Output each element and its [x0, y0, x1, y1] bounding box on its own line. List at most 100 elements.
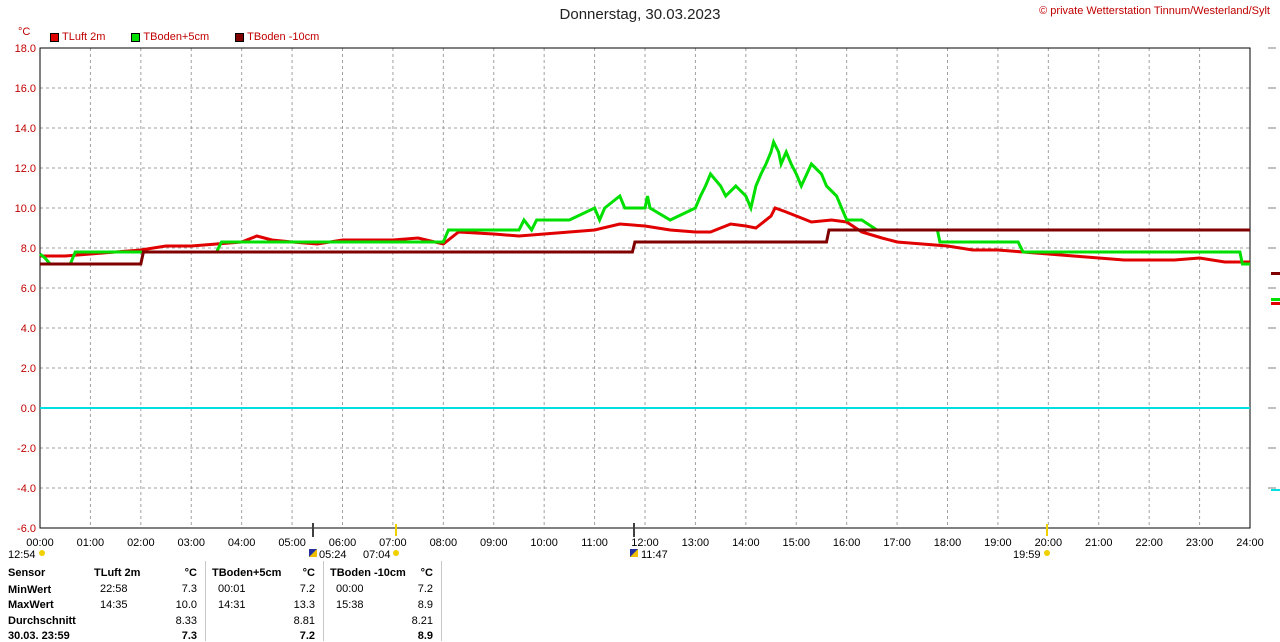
current-value-marker — [1271, 272, 1280, 275]
x-tick-label: 05:00 — [278, 537, 306, 549]
y-tick-label: 4.0 — [21, 323, 36, 335]
sun-time-label: 19:59 — [1013, 549, 1041, 561]
legend-item-tboden10: TBoden -10cm — [235, 31, 319, 43]
legend: TLuft 2m TBoden+5cm TBoden -10cm — [50, 31, 319, 43]
sun-dot-marker — [393, 550, 399, 556]
x-tick-label: 24:00 — [1236, 537, 1264, 549]
stats-tluft-avg: 8.33 — [175, 615, 197, 627]
zero-marker — [1271, 489, 1280, 491]
x-tick-label: 21:00 — [1085, 537, 1113, 549]
stats-tboden10-max-time: 15:38 — [336, 599, 364, 611]
y-tick-label: 6.0 — [21, 283, 36, 295]
stats-tboden10-current: 8.9 — [417, 630, 433, 642]
stats-tluft-min: 7.3 — [181, 583, 197, 595]
y-tick-label: 2.0 — [21, 363, 36, 375]
y-axis-unit: °C — [18, 26, 31, 38]
stats-tboden5-min-time: 00:01 — [218, 583, 246, 595]
legend-item-tluft: TLuft 2m — [50, 31, 105, 43]
x-tick-label: 01:00 — [77, 537, 105, 549]
legend-swatch-tboden5 — [131, 32, 141, 42]
stats-col-tboden10: TBoden -10cm °C 00:00 7.2 15:38 8.9 8.21… — [324, 561, 442, 642]
y-tick-label: -2.0 — [17, 443, 36, 455]
stats-tluft-min-time: 22:58 — [100, 583, 128, 595]
stats-unit-tluft: °C — [184, 567, 197, 579]
sun-dot-marker — [1044, 550, 1050, 556]
stats-header-tboden10: TBoden -10cm — [330, 567, 406, 579]
x-tick-label: 03:00 — [177, 537, 205, 549]
sun-phase-icon-half — [630, 549, 638, 557]
stats-label-min: MinWert — [8, 584, 52, 596]
legend-label-tboden10: TBoden -10cm — [247, 31, 320, 43]
stats-col-labels: Sensor MinWert MaxWert Durchschnitt 30.0… — [0, 561, 88, 642]
sun-phase-icon-half — [309, 549, 317, 557]
current-value-marker — [1271, 302, 1280, 305]
stats-unit-tboden10: °C — [420, 567, 433, 579]
x-tick-label: 19:00 — [984, 537, 1012, 549]
y-tick-label: 18.0 — [15, 43, 36, 55]
x-tick-label: 16:00 — [833, 537, 861, 549]
y-tick-label: 0.0 — [21, 403, 36, 415]
x-tick-label: 06:00 — [329, 537, 357, 549]
stats-tluft-max-time: 14:35 — [100, 599, 128, 611]
y-tick-label: -4.0 — [17, 483, 36, 495]
current-value-marker — [1271, 298, 1280, 301]
plot-frame — [39, 47, 1251, 529]
x-tick-label: 11:00 — [581, 537, 608, 549]
stats-label-avg: Durchschnitt — [8, 615, 76, 627]
sun-time-label: 11:47 — [641, 549, 668, 561]
stats-col-tboden5: TBoden+5cm °C 00:01 7.2 14:31 13.3 8.81 … — [206, 561, 324, 642]
chart-title: Donnerstag, 30.03.2023 — [559, 6, 721, 23]
stats-header-tboden5: TBoden+5cm — [212, 567, 282, 579]
stats-tboden10-min-time: 00:00 — [336, 583, 364, 595]
y-tick-label: 14.0 — [15, 123, 36, 135]
stats-tboden5-current: 7.2 — [299, 630, 315, 642]
x-tick-label: 23:00 — [1186, 537, 1214, 549]
legend-label-tluft: TLuft 2m — [62, 31, 106, 43]
x-tick-label: 08:00 — [430, 537, 458, 549]
sun-time-label: 07:04 — [363, 549, 391, 561]
legend-swatch-tboden10 — [235, 32, 245, 42]
y-tick-label: -6.0 — [17, 523, 36, 535]
x-tick-label: 09:00 — [480, 537, 508, 549]
y-tick-label: 12.0 — [15, 163, 36, 175]
y-tick-label: 8.0 — [21, 243, 36, 255]
series-tboden-10cm-line — [40, 228, 1250, 266]
x-tick-label: 20:00 — [1035, 537, 1063, 549]
x-tick-label: 07:00 — [379, 537, 407, 549]
stats-tboden5-max-time: 14:31 — [218, 599, 246, 611]
x-tick-label: 10:00 — [530, 537, 558, 549]
stats-tluft-max: 10.0 — [175, 599, 197, 611]
legend-item-tboden5: TBoden+5cm — [131, 31, 209, 43]
stats-tboden10-min: 7.2 — [417, 583, 433, 595]
series-tluft-2m-line — [40, 206, 1250, 264]
copyright-text: © private Wetterstation Tinnum/Westerlan… — [1039, 5, 1270, 17]
x-tick-label: 17:00 — [883, 537, 911, 549]
x-tick-label: 14:00 — [732, 537, 760, 549]
stats-tboden5-min: 7.2 — [299, 583, 315, 595]
x-tick-label: 15:00 — [782, 537, 810, 549]
x-tick-label: 04:00 — [228, 537, 256, 549]
legend-label-tboden5: TBoden+5cm — [143, 31, 210, 43]
sun-time-label: 12:54 — [8, 549, 36, 561]
y-tick-label: 16.0 — [15, 83, 36, 95]
stats-tboden5-max: 13.3 — [293, 599, 315, 611]
stats-tboden10-max: 8.9 — [417, 599, 433, 611]
x-tick-label: 22:00 — [1135, 537, 1163, 549]
series-tboden-5cm-line — [39, 137, 1250, 266]
stats-unit-tboden5: °C — [302, 567, 315, 579]
sun-dot-marker — [39, 550, 45, 556]
stats-tboden5-avg: 8.81 — [293, 615, 315, 627]
x-tick-label: 12:00 — [631, 537, 659, 549]
sun-time-label: 05:24 — [319, 549, 347, 561]
stats-header-tluft: TLuft 2m — [94, 567, 141, 579]
x-tick-label: 02:00 — [127, 537, 155, 549]
stats-label-max: MaxWert — [8, 599, 54, 611]
y-tick-label: 10.0 — [15, 203, 36, 215]
stats-tboden10-avg: 8.21 — [411, 615, 433, 627]
legend-swatch-tluft — [50, 32, 59, 42]
x-tick-label: 13:00 — [682, 537, 710, 549]
stats-col-tluft: TLuft 2m °C 22:58 7.3 14:35 10.0 8.33 7.… — [88, 561, 206, 642]
x-tick-label: 18:00 — [934, 537, 962, 549]
stats-tluft-current: 7.3 — [181, 630, 197, 642]
